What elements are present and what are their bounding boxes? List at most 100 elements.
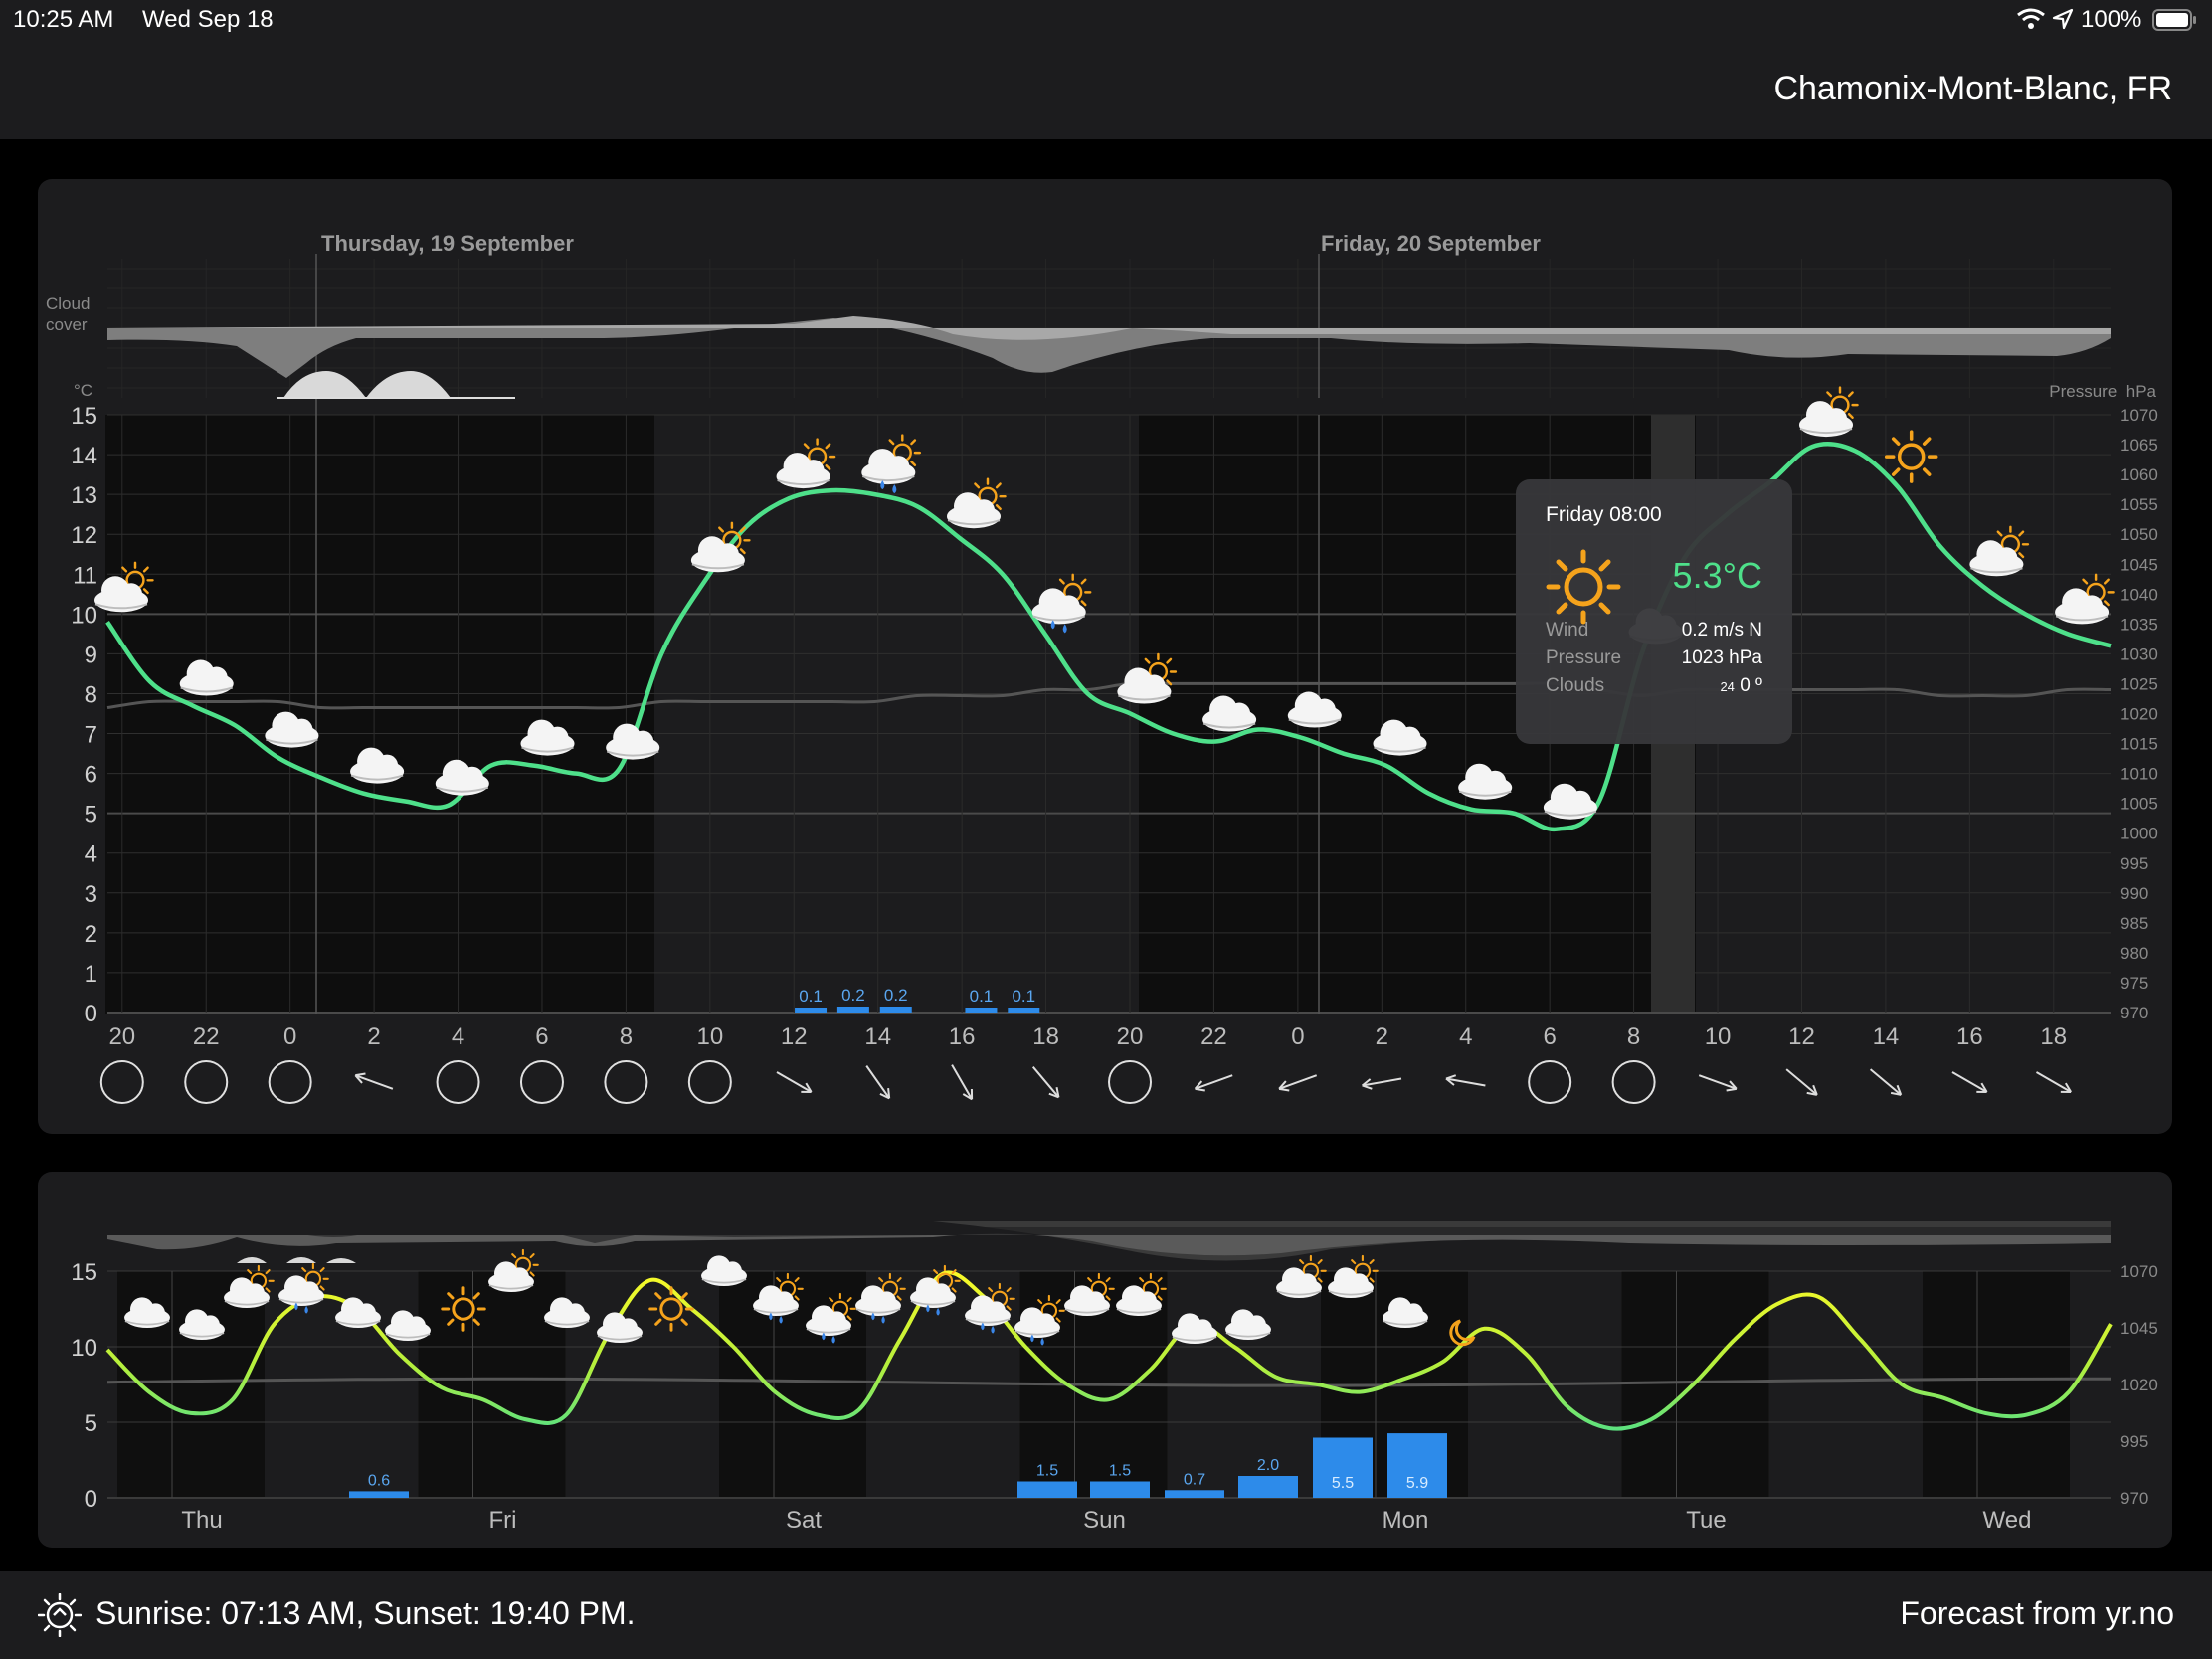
hourly-forecast-chart[interactable]: Thursday, 19 September Friday, 20 Septem… bbox=[38, 179, 2172, 1134]
pressure-tick-label: 1010 bbox=[2120, 765, 2158, 784]
precipitation-bar bbox=[349, 1491, 409, 1498]
wind-arrow-icon bbox=[1866, 1064, 1906, 1100]
day-label: Wed bbox=[1983, 1507, 2032, 1534]
forecast-source-link[interactable]: Forecast from yr.no bbox=[1900, 1595, 2174, 1631]
pressure-axis: 1070 1045 1020 995 970 bbox=[2120, 1262, 2158, 1508]
calm-wind-icon bbox=[1108, 1060, 1153, 1104]
weekly-forecast-panel[interactable]: 15 10 5 0 1070 1045 1020 995 970 0.6 1.5 1.5 0.7 2.… bbox=[38, 1172, 2172, 1548]
hour-label: 16 bbox=[949, 1023, 976, 1050]
day-label: Tue bbox=[1686, 1507, 1726, 1534]
pressure-tick-label: 1035 bbox=[2120, 615, 2158, 634]
wind-arrow-icon bbox=[1192, 1069, 1235, 1095]
precipitation-bar bbox=[836, 1007, 869, 1013]
temperature-tick-label: 3 bbox=[85, 881, 97, 908]
partly-sunny-icon bbox=[947, 479, 1006, 529]
calm-wind-icon bbox=[604, 1060, 648, 1104]
hour-label: 6 bbox=[1543, 1023, 1556, 1050]
precipitation-bar bbox=[1017, 1481, 1077, 1498]
tooltip-wind-value: 0.2 m/s N bbox=[1681, 620, 1762, 641]
temperature-tick-label: 14 bbox=[71, 443, 97, 469]
pressure-tick-label: 1045 bbox=[2120, 555, 2158, 574]
calm-wind-icon bbox=[268, 1060, 312, 1104]
precipitation-bar bbox=[1387, 1433, 1447, 1498]
hour-label: 2 bbox=[367, 1023, 380, 1050]
partly-sunny-icon bbox=[2055, 575, 2114, 625]
pressure-tick-label: 990 bbox=[2120, 884, 2148, 903]
hour-label: 18 bbox=[1032, 1023, 1059, 1050]
hour-label: 14 bbox=[864, 1023, 891, 1050]
pressure-tick-label: 1060 bbox=[2120, 465, 2158, 484]
pressure-tick-label: 985 bbox=[2120, 914, 2148, 933]
tooltip-pressure-value: 1023 hPa bbox=[1681, 647, 1762, 668]
precipitation-label: 0.1 bbox=[799, 987, 823, 1006]
day-label: Fri bbox=[489, 1507, 517, 1534]
precipitation-bar bbox=[879, 1007, 912, 1013]
battery-icon bbox=[2152, 9, 2196, 31]
status-bar: 10:25 AM Wed Sep 18 100% bbox=[0, 0, 2212, 40]
cloud-cover-strip bbox=[107, 316, 2111, 399]
partly-sunny-icon bbox=[777, 440, 835, 489]
temperature-tick-label: 13 bbox=[71, 482, 97, 509]
hour-label: 12 bbox=[781, 1023, 808, 1050]
precipitation-bars: 0.6 1.5 1.5 0.7 2.0 5.5 5.9 bbox=[349, 1433, 1447, 1498]
hour-label: 6 bbox=[535, 1023, 548, 1050]
hour-label: 0 bbox=[283, 1023, 296, 1050]
cloud-cover-label: Cloud bbox=[46, 294, 90, 313]
pressure-tick-label: 1065 bbox=[2120, 436, 2158, 455]
hour-label: 8 bbox=[1627, 1023, 1640, 1050]
hour-label: 16 bbox=[1956, 1023, 1983, 1050]
pressure-tick-label: 1040 bbox=[2120, 585, 2158, 604]
cloud-cover-label: cover bbox=[46, 315, 88, 334]
hourly-forecast-panel[interactable]: Thursday, 19 September Friday, 20 Septem… bbox=[38, 179, 2172, 1134]
status-date: Wed Sep 18 bbox=[142, 6, 274, 33]
precipitation-bar bbox=[1313, 1437, 1373, 1498]
pressure-line bbox=[106, 1377, 2111, 1387]
wind-arrow-icon bbox=[1360, 1072, 1403, 1092]
cloud-icon bbox=[596, 1311, 644, 1344]
footer-bar: Sunrise: 07:13 AM, Sunset: 19:40 PM. For… bbox=[0, 1571, 2212, 1659]
wind-arrow-icon bbox=[773, 1066, 816, 1098]
temperature-tick-label: 15 bbox=[71, 1259, 97, 1286]
tooltip-title: Friday 08:00 bbox=[1546, 503, 1662, 526]
temperature-tick-label: 7 bbox=[85, 722, 97, 749]
temperature-tick-label: 10 bbox=[71, 602, 97, 629]
pressure-tick-label: 980 bbox=[2120, 944, 2148, 963]
wind-arrow-icon bbox=[1948, 1066, 1991, 1098]
wind-arrow-icon bbox=[946, 1061, 978, 1103]
day-label-thursday: Thursday, 19 September bbox=[321, 231, 574, 256]
cloud-icon bbox=[1171, 1312, 1218, 1345]
precipitation-label: 5.9 bbox=[1406, 1475, 1428, 1492]
hour-label: 18 bbox=[2040, 1023, 2067, 1050]
sun-icon bbox=[1546, 549, 1621, 625]
hour-label: 14 bbox=[1873, 1023, 1900, 1050]
moon-icon bbox=[1449, 1319, 1476, 1347]
temperature-tick-label: 15 bbox=[71, 403, 97, 430]
pressure-tick-label: 970 bbox=[2120, 1489, 2148, 1508]
hour-label: 4 bbox=[452, 1023, 464, 1050]
day-label: Sun bbox=[1083, 1507, 1126, 1534]
temperature-axis: 15 10 5 0 bbox=[71, 1259, 97, 1513]
pressure-tick-label: 1000 bbox=[2120, 825, 2158, 843]
weekly-forecast-chart[interactable]: 15 10 5 0 1070 1045 1020 995 970 0.6 1.5 1.5 0.7 2.… bbox=[38, 1172, 2172, 1548]
calm-wind-icon bbox=[519, 1060, 564, 1104]
temperature-tick-label: 12 bbox=[71, 522, 97, 549]
wind-arrow-icon bbox=[1696, 1069, 1740, 1095]
tooltip-clouds-label: Clouds bbox=[1546, 675, 1605, 696]
wind-arrow-icon bbox=[1444, 1072, 1488, 1092]
forecast-tooltip[interactable]: Friday 08:00 5.3°C Wind 0.2 m/s N Pressu… bbox=[1516, 479, 1792, 744]
location-arrow-icon bbox=[2052, 8, 2074, 30]
wind-arrow-icon bbox=[861, 1061, 895, 1103]
precipitation-bar bbox=[1238, 1476, 1298, 1498]
calm-wind-icon bbox=[1611, 1060, 1656, 1104]
pressure-tick-label: 1070 bbox=[2120, 406, 2158, 425]
hour-label: 0 bbox=[1291, 1023, 1304, 1050]
hour-label: 20 bbox=[1117, 1023, 1144, 1050]
calm-wind-icon bbox=[436, 1060, 480, 1104]
location-title[interactable]: Chamonix-Mont-Blanc, FR bbox=[1773, 70, 2172, 107]
hour-axis: 20 22 0 2 4 6 8 10 12 14 16 18 20 22 0 2 4 6 8 10 12 14 16 18 bbox=[108, 1023, 2067, 1050]
weather-symbols bbox=[123, 1250, 1476, 1347]
pressure-tick-label: 1030 bbox=[2120, 645, 2158, 663]
temperature-unit-label: °C bbox=[74, 381, 92, 400]
pressure-tick-label: 1005 bbox=[2120, 795, 2158, 814]
precipitation-bar bbox=[795, 1008, 828, 1013]
